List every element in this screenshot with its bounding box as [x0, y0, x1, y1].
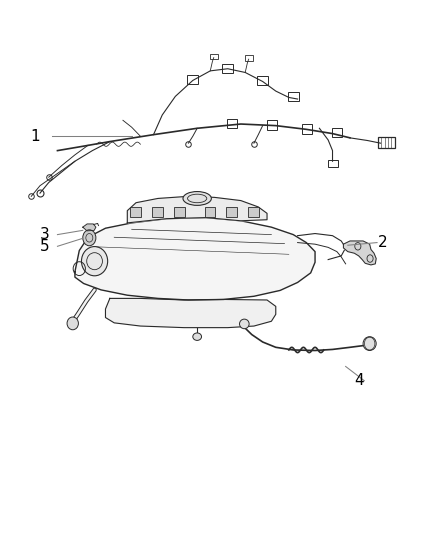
- Polygon shape: [75, 217, 315, 300]
- Bar: [210, 54, 218, 59]
- Polygon shape: [127, 196, 267, 223]
- Text: 1: 1: [31, 129, 40, 144]
- Ellipse shape: [81, 247, 108, 276]
- Ellipse shape: [240, 319, 249, 329]
- Text: 5: 5: [39, 239, 49, 254]
- Bar: [205, 207, 215, 217]
- Ellipse shape: [363, 337, 376, 351]
- Ellipse shape: [67, 317, 78, 330]
- Bar: [301, 124, 311, 134]
- Bar: [257, 76, 268, 85]
- Bar: [131, 207, 141, 217]
- Bar: [227, 119, 237, 128]
- Polygon shape: [343, 241, 376, 265]
- Bar: [267, 120, 277, 130]
- Text: 4: 4: [354, 373, 364, 389]
- Bar: [378, 137, 396, 149]
- Bar: [288, 92, 299, 101]
- Bar: [222, 64, 233, 73]
- Bar: [332, 128, 342, 138]
- Bar: [174, 207, 184, 217]
- Circle shape: [83, 230, 96, 246]
- Bar: [152, 207, 162, 217]
- Text: 3: 3: [39, 227, 49, 242]
- Bar: [226, 207, 237, 217]
- Ellipse shape: [193, 333, 201, 341]
- Text: 2: 2: [378, 235, 388, 250]
- Bar: [328, 160, 338, 166]
- Polygon shape: [106, 298, 276, 328]
- Bar: [245, 55, 253, 61]
- Bar: [187, 75, 198, 84]
- Bar: [248, 207, 259, 217]
- Ellipse shape: [183, 191, 212, 205]
- Polygon shape: [83, 224, 96, 231]
